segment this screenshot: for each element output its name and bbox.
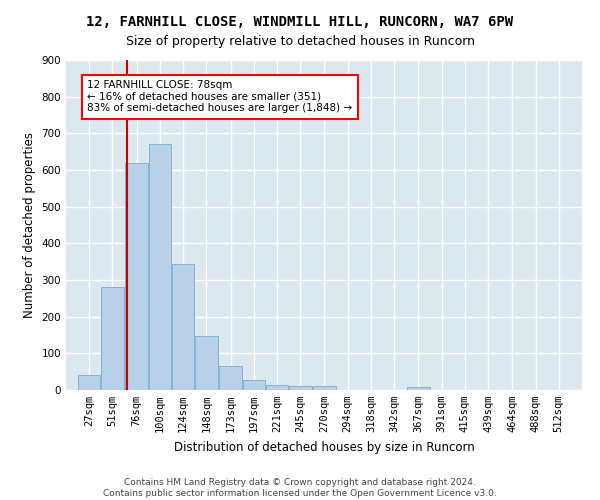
Bar bbox=[266, 384, 288, 390]
Bar bbox=[313, 386, 336, 390]
Text: 12 FARNHILL CLOSE: 78sqm
← 16% of detached houses are smaller (351)
83% of semi-: 12 FARNHILL CLOSE: 78sqm ← 16% of detach… bbox=[87, 80, 352, 114]
Bar bbox=[242, 380, 265, 390]
Text: 12, FARNHILL CLOSE, WINDMILL HILL, RUNCORN, WA7 6PW: 12, FARNHILL CLOSE, WINDMILL HILL, RUNCO… bbox=[86, 15, 514, 29]
Bar bbox=[407, 387, 430, 390]
Bar bbox=[195, 336, 218, 390]
Text: Size of property relative to detached houses in Runcorn: Size of property relative to detached ho… bbox=[125, 35, 475, 48]
Y-axis label: Number of detached properties: Number of detached properties bbox=[23, 132, 36, 318]
Bar bbox=[149, 144, 171, 390]
Bar bbox=[289, 386, 311, 390]
Bar bbox=[101, 288, 124, 390]
Bar bbox=[125, 162, 148, 390]
Bar bbox=[220, 366, 242, 390]
Bar bbox=[172, 264, 194, 390]
Text: Contains HM Land Registry data © Crown copyright and database right 2024.
Contai: Contains HM Land Registry data © Crown c… bbox=[103, 478, 497, 498]
X-axis label: Distribution of detached houses by size in Runcorn: Distribution of detached houses by size … bbox=[173, 440, 475, 454]
Bar bbox=[78, 376, 100, 390]
